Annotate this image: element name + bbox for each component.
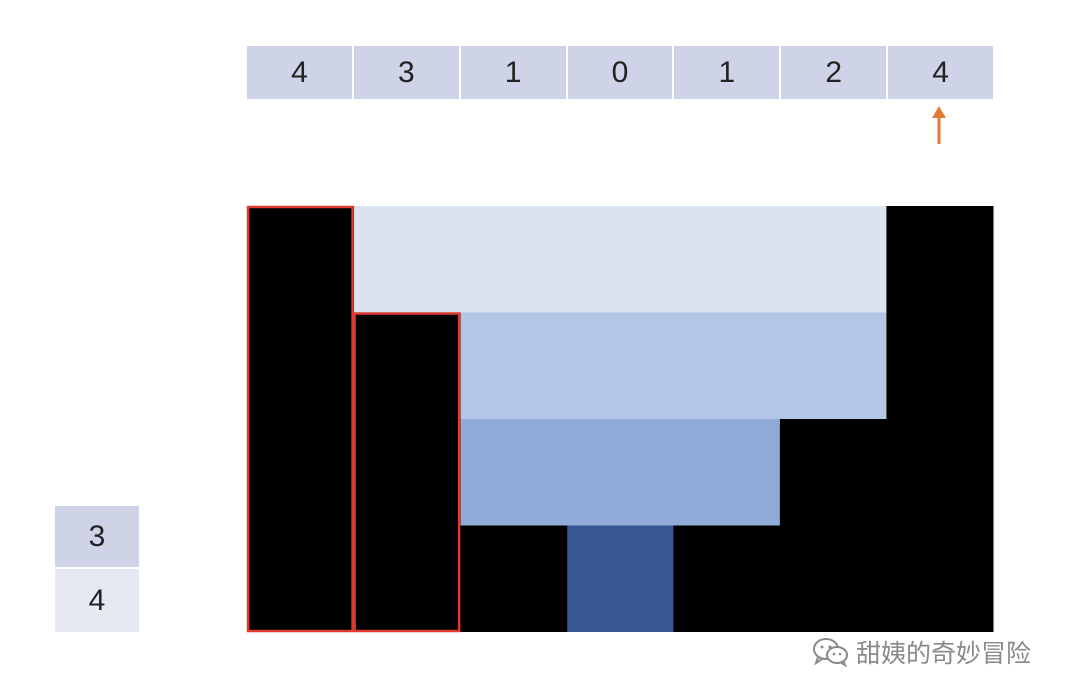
bar — [460, 525, 568, 632]
highlighted-bar — [246, 205, 354, 633]
watermark-text: 甜姨的奇妙冒险 — [856, 639, 1032, 668]
water-layer — [566, 525, 674, 632]
bar — [247, 206, 355, 632]
stack: 3 4 — [55, 506, 139, 632]
bar — [886, 206, 994, 632]
height-array: 4 3 1 0 1 2 4 — [247, 46, 994, 99]
array-cell: 1 — [674, 46, 782, 99]
highlighted-bars — [246, 205, 461, 633]
wechat-icon — [813, 638, 848, 667]
array-cell: 1 — [460, 46, 568, 99]
bar — [779, 419, 887, 632]
array-cell: 3 — [353, 46, 461, 99]
array-cell: 0 — [567, 46, 675, 99]
pointer-arrow-icon — [932, 106, 946, 144]
array-cell: 4 — [247, 46, 354, 99]
highlighted-bar — [353, 312, 461, 633]
bars — [247, 206, 994, 632]
bar — [353, 312, 461, 632]
array-cell: 2 — [781, 46, 889, 99]
bar — [673, 525, 781, 632]
stack-cell-bottom: 4 — [55, 569, 139, 632]
array-cell: 4 — [888, 46, 994, 99]
stack-cell-top: 3 — [55, 506, 139, 569]
watermark: 甜姨的奇妙冒险 — [812, 634, 1031, 670]
